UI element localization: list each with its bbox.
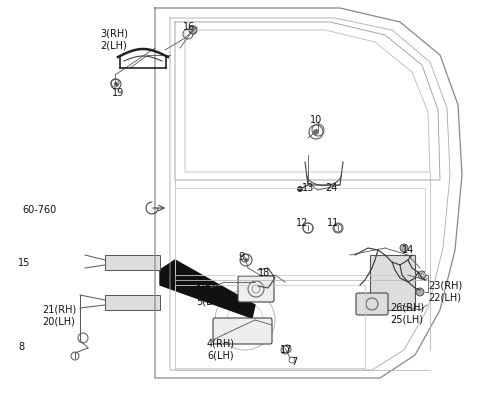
Circle shape (400, 244, 408, 252)
Circle shape (244, 258, 248, 262)
FancyBboxPatch shape (370, 255, 415, 310)
Text: 14: 14 (402, 245, 414, 255)
Text: 8: 8 (18, 342, 24, 352)
FancyBboxPatch shape (238, 276, 274, 302)
Circle shape (418, 271, 426, 279)
Text: 7: 7 (291, 357, 297, 367)
Text: 15: 15 (18, 258, 30, 268)
Text: 19: 19 (112, 88, 124, 98)
Text: 11: 11 (327, 218, 339, 228)
Text: 2(LH): 2(LH) (100, 40, 127, 50)
Circle shape (114, 82, 118, 86)
Text: 12: 12 (296, 218, 308, 228)
Text: 17: 17 (280, 345, 292, 355)
Text: 6(LH): 6(LH) (207, 350, 234, 360)
Circle shape (416, 288, 424, 296)
Polygon shape (105, 255, 160, 270)
Circle shape (297, 186, 303, 192)
Text: 60-760: 60-760 (22, 205, 56, 215)
Text: 1(RH): 1(RH) (196, 285, 224, 295)
Text: 20(LH): 20(LH) (42, 317, 75, 327)
FancyBboxPatch shape (356, 293, 388, 315)
Text: 4(RH): 4(RH) (207, 338, 235, 348)
Circle shape (313, 129, 319, 135)
Polygon shape (160, 260, 255, 318)
Polygon shape (105, 295, 160, 310)
Text: 13: 13 (302, 183, 314, 193)
Text: 26(RH): 26(RH) (390, 302, 424, 312)
Text: 21(RH): 21(RH) (42, 305, 76, 315)
Text: 23(RH): 23(RH) (428, 280, 462, 290)
FancyBboxPatch shape (213, 318, 272, 344)
Text: 16: 16 (183, 22, 195, 32)
Text: 25(LH): 25(LH) (390, 314, 423, 324)
Text: 3(RH): 3(RH) (100, 28, 128, 38)
Circle shape (189, 26, 197, 34)
Text: 18: 18 (258, 268, 270, 278)
Text: 24: 24 (325, 183, 337, 193)
Text: 5(LH): 5(LH) (196, 297, 223, 307)
Text: 22(LH): 22(LH) (428, 292, 461, 302)
Text: 10: 10 (310, 115, 322, 125)
Text: 9: 9 (238, 252, 244, 262)
